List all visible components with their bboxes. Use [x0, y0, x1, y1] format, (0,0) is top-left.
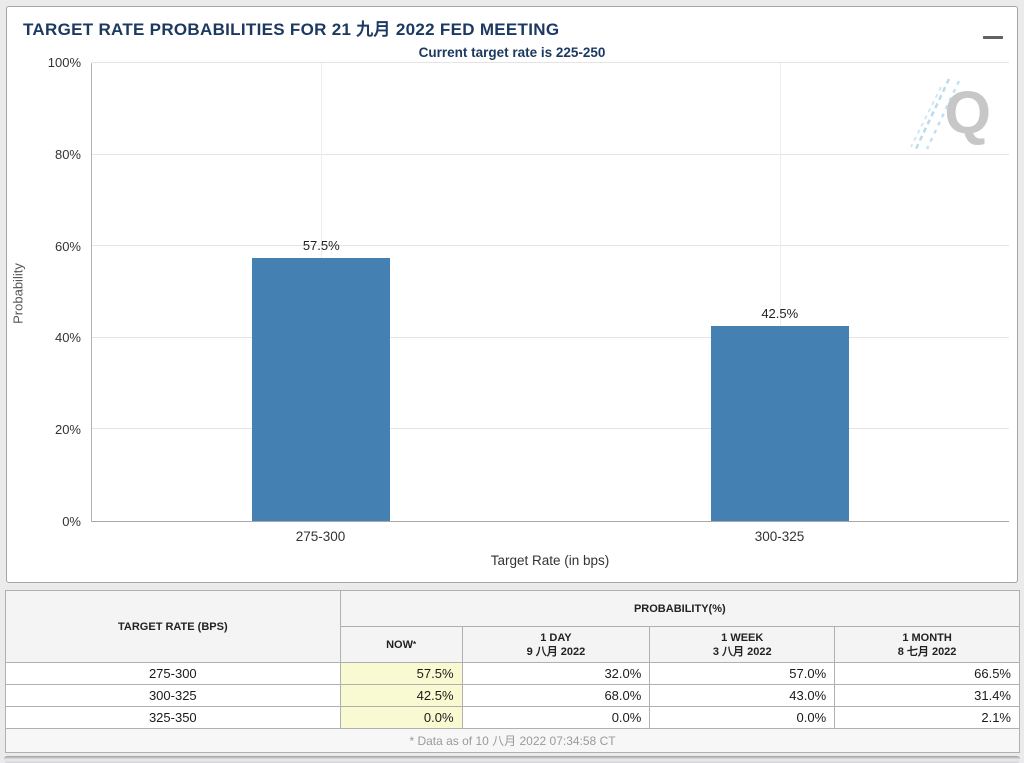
hamburger-menu-icon[interactable] — [983, 23, 1003, 39]
probability-table: TARGET RATE (BPS) PROBABILITY(%) NOW* 1 … — [5, 590, 1021, 753]
y-gridline — [92, 62, 1009, 63]
bar-value-label: 42.5% — [761, 306, 799, 322]
y-gridline — [92, 153, 1009, 155]
one-day-column-header: 1 DAY 9 八月 2022 — [461, 626, 651, 663]
probability-bar[interactable] — [710, 326, 849, 521]
y-tick-label: 20% — [54, 422, 81, 438]
plot-area: 57.5% 42.5% — [91, 62, 1009, 522]
category-gridline — [779, 63, 781, 521]
watermark-q-letter: Q — [944, 79, 991, 146]
now-probability-cell: 42.5% — [339, 684, 463, 707]
x-axis-title: Target Rate (in bps) — [490, 553, 610, 568]
table-row: 275-300 57.5% 32.0% 57.0% 66.5% — [5, 662, 1020, 685]
y-tick-label: 60% — [54, 238, 81, 254]
quikstrike-watermark: Q — [897, 77, 997, 155]
y-gridline — [92, 245, 1009, 247]
y-tick-label: 100% — [47, 55, 81, 70]
hamburger-bar — [983, 35, 1003, 39]
one-month-column-header: 1 MONTH 8 七月 2022 — [834, 626, 1020, 663]
current-target-rate-subtitle: Current target rate is 225-250 — [418, 45, 606, 60]
data-as-of-footnote: * Data as of 10 八月 2022 07:34:58 CT — [5, 728, 1020, 753]
now-probability-cell: 57.5% — [339, 662, 463, 685]
y-tick-label: 0% — [62, 514, 81, 529]
horizontal-scrollbar[interactable] — [4, 756, 1020, 763]
one-week-column-header: 1 WEEK 3 八月 2022 — [649, 626, 836, 663]
watermark-dashes — [910, 78, 961, 152]
now-footnote-marker: * — [412, 639, 417, 649]
one-day-probability-cell: 0.0% — [461, 706, 651, 729]
probability-bar[interactable] — [252, 257, 391, 521]
one-week-probability-cell: 0.0% — [649, 706, 836, 729]
x-axis-ticks: 275-300 300-325 — [91, 529, 1009, 547]
now-probability-cell: 0.0% — [339, 706, 463, 729]
y-gridline — [92, 336, 1009, 338]
rate-range-cell: 275-300 — [5, 662, 341, 685]
now-column-header: NOW* — [339, 626, 463, 663]
probability-group-header: PROBABILITY(%) — [339, 590, 1021, 627]
rate-range-cell: 325-350 — [5, 706, 341, 729]
bar-value-label: 57.5% — [302, 237, 340, 253]
one-month-probability-cell: 31.4% — [834, 684, 1020, 707]
y-tick-label: 40% — [54, 330, 81, 346]
table-header-row-periods: NOW* 1 DAY 9 八月 2022 1 WEEK 3 八月 2022 1 MO… — [6, 626, 1020, 663]
x-tick-label: 300-325 — [754, 529, 805, 544]
y-tick-label: 80% — [54, 146, 81, 162]
one-month-probability-cell: 66.5% — [834, 662, 1020, 685]
target-rate-column-header: TARGET RATE (BPS) — [5, 590, 341, 663]
x-tick-label: 275-300 — [295, 529, 346, 544]
y-axis-ticks: 0% 20% 40% 60% 80% 100% — [7, 56, 81, 529]
fedwatch-chart-card: TARGET RATE PROBABILITIES FOR 21 九月 2022… — [6, 6, 1018, 583]
table-row: 300-325 42.5% 68.0% 43.0% 31.4% — [5, 684, 1020, 707]
one-week-probability-cell: 43.0% — [649, 684, 836, 707]
page-title: TARGET RATE PROBABILITIES FOR 21 九月 2022… — [23, 20, 560, 39]
table-footnote-row: * Data as of 10 八月 2022 07:34:58 CT — [5, 728, 1020, 753]
one-day-probability-cell: 68.0% — [461, 684, 651, 707]
table-row: 325-350 0.0% 0.0% 0.0% 2.1% — [5, 706, 1020, 729]
y-gridline — [92, 428, 1009, 430]
rate-range-cell: 300-325 — [5, 684, 341, 707]
table-header-row-group: TARGET RATE (BPS) PROBABILITY(%) — [5, 590, 1021, 663]
one-day-probability-cell: 32.0% — [461, 662, 651, 685]
one-month-probability-cell: 2.1% — [834, 706, 1020, 729]
one-week-probability-cell: 57.0% — [649, 662, 836, 685]
